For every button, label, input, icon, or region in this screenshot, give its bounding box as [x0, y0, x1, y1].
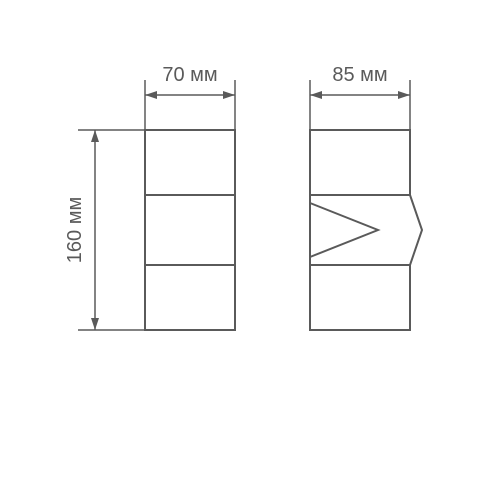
- dimension-drawing: 70 мм 85 мм 160 мм: [0, 0, 500, 500]
- width-left-label: 70 мм: [162, 64, 217, 86]
- height-label: 160 мм: [64, 197, 86, 263]
- side-view: [310, 130, 422, 330]
- front-view: [145, 130, 235, 330]
- width-right-label: 85 мм: [332, 64, 387, 86]
